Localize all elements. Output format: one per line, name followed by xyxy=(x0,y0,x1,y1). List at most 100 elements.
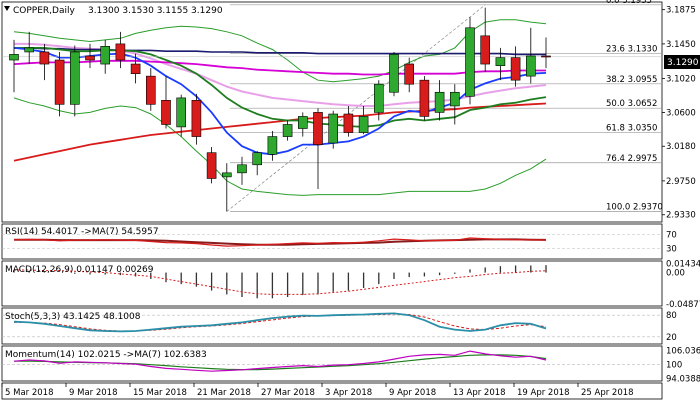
candle-body xyxy=(70,51,80,105)
date-axis: 5 Mar 2018 9 Mar 2018 15 Mar 2018 21 Mar 20… xyxy=(1,383,634,398)
momentum-tick-label: 94.0388 xyxy=(666,375,700,385)
candle-body xyxy=(343,113,354,133)
candle-body xyxy=(9,54,19,61)
panel-frame-stoch xyxy=(1,307,663,345)
fib-level-label: 76.4 2.9975 xyxy=(606,154,657,164)
candle-body xyxy=(465,27,475,97)
macd-tick-label: -0.04877 xyxy=(666,300,700,310)
date-label: 19 Apr 2018 xyxy=(517,388,570,398)
date-label: 13 Apr 2018 xyxy=(453,388,506,398)
candle-body xyxy=(541,55,551,58)
candle-body xyxy=(176,97,186,128)
candle-body xyxy=(419,79,430,117)
price-tick-label: 3.1450 xyxy=(666,40,696,50)
fib-level-label: 38.2 3.0955 xyxy=(606,75,657,85)
date-label: 27 Mar 2018 xyxy=(261,388,315,398)
candles xyxy=(9,7,551,212)
panel-frame-rsi xyxy=(1,223,663,260)
ohlc-values: 3.1300 3.1530 3.1155 3.1290 xyxy=(88,6,223,16)
date-label: 3 Apr 2018 xyxy=(325,388,372,398)
candle-body xyxy=(373,83,384,113)
stoch-level-label: 20 xyxy=(666,333,677,343)
candle-body xyxy=(161,100,171,125)
candle-body xyxy=(100,46,110,65)
candle-body xyxy=(510,57,521,81)
collapse-triangle-icon[interactable] xyxy=(4,6,10,11)
bollinger-upper-line xyxy=(13,19,547,83)
fib-swing-line xyxy=(226,4,486,212)
candle-body xyxy=(313,112,323,145)
date-axis-frame xyxy=(1,382,663,400)
candle-body xyxy=(252,152,262,166)
price-tick-label: 2.9750 xyxy=(666,177,696,187)
rsi-level-label: 30 xyxy=(666,245,677,255)
momentum-tick-label: 106.0369 xyxy=(666,347,700,357)
panel-frame-mom xyxy=(1,345,663,382)
candle-body xyxy=(525,55,536,77)
candle-body xyxy=(206,152,217,179)
price-axis: 3.1875 3.1450 3.1020 3.0600 3.0180 2.9750 2.93… xyxy=(662,6,696,221)
fib-level-label: 61.8 3.0350 xyxy=(606,124,657,134)
rsi-label: RSI(14) 54.4017 ->MA(7) 54.5957 xyxy=(5,227,159,237)
stoch-d-line xyxy=(14,313,547,332)
rsi-line xyxy=(13,237,547,247)
momentum-line xyxy=(13,350,547,372)
fib-level-label: 23.6 3.1330 xyxy=(606,45,657,55)
date-label: 9 Mar 2018 xyxy=(69,388,117,398)
date-label: 5 Mar 2018 xyxy=(5,388,53,398)
candle-body xyxy=(389,54,399,93)
candle-body xyxy=(282,124,293,137)
panel-frame-main xyxy=(1,1,663,223)
candle-body xyxy=(495,57,506,66)
candle-body xyxy=(222,172,232,178)
current-price-box xyxy=(664,55,700,69)
candle-body xyxy=(24,47,35,53)
price-tick-label: 3.1020 xyxy=(666,75,696,85)
current-price-tag: 3.1290 xyxy=(664,55,700,69)
candle-body xyxy=(358,116,369,133)
candle-body xyxy=(328,113,339,144)
candle-body xyxy=(130,63,141,75)
panel-borders xyxy=(1,1,663,400)
date-label: 9 Apr 2018 xyxy=(389,388,436,398)
macd-label: MACD(12,26,9) 0.01147 0.00269 xyxy=(5,265,154,275)
momentum-tick-label: 100 xyxy=(666,361,682,371)
candle-body xyxy=(115,43,126,61)
ma-red-line xyxy=(13,102,547,162)
fib-level-label: 0.0 3.1935 xyxy=(606,0,652,6)
candle-body xyxy=(39,51,50,65)
price-tick-label: 3.1875 xyxy=(666,6,696,16)
candle-body xyxy=(480,35,491,65)
date-label: 25 Apr 2018 xyxy=(581,388,634,398)
candle-body xyxy=(146,75,156,105)
candle-body xyxy=(54,59,65,105)
price-tick-label: 3.0600 xyxy=(666,108,696,118)
panel-frame-macd xyxy=(1,260,663,307)
candle-body xyxy=(434,91,445,113)
current-price-label: 3.1290 xyxy=(667,58,699,68)
candle-body xyxy=(267,136,278,155)
bollinger-lower-line xyxy=(13,97,547,196)
candle-body xyxy=(85,55,95,61)
fib-level-label: 100.0 2.9370 xyxy=(606,203,663,213)
candle-body xyxy=(404,63,415,85)
date-label: 15 Mar 2018 xyxy=(133,388,187,398)
price-tick-label: 2.9330 xyxy=(666,211,696,221)
chart-header: COPPER,Daily 3.1300 3.1530 3.1155 3.1290 xyxy=(4,6,223,16)
instrument-label: COPPER,Daily xyxy=(13,6,75,16)
macd-tick-label: 0.01434 xyxy=(666,259,700,269)
macd-signal-line xyxy=(14,269,547,295)
rsi-level-label: 70 xyxy=(666,231,677,241)
stochastic-label: Stoch(5,3,3) 43.1425 48.1008 xyxy=(5,312,141,322)
candle-body xyxy=(191,100,202,137)
candle-body xyxy=(297,116,308,129)
candle-body xyxy=(449,91,460,107)
stoch-k-line xyxy=(13,312,547,333)
price-tick-label: 3.0180 xyxy=(666,142,696,152)
candle-body xyxy=(237,164,247,174)
macd-tick-label: 0.00 xyxy=(666,269,685,279)
momentum-label: Momentum(14) 102.0215 ->MA(7) 102.6383 xyxy=(5,350,207,360)
fib-level-label: 50.0 3.0652 xyxy=(606,99,657,109)
